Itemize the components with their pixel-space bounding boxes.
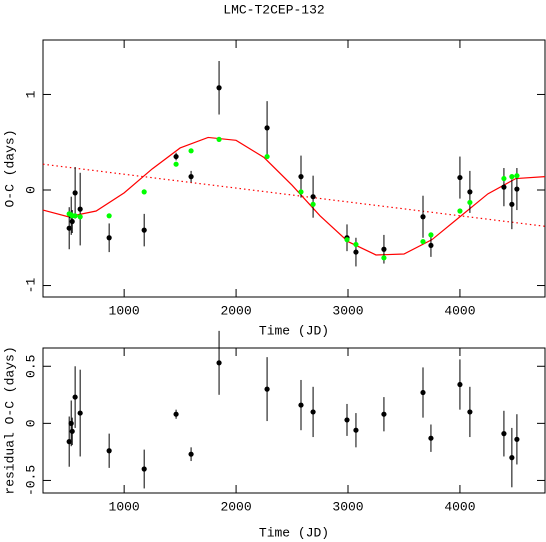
data-point bbox=[501, 431, 507, 437]
data-point bbox=[457, 381, 463, 388]
data-point bbox=[69, 218, 75, 225]
data-point bbox=[141, 466, 147, 472]
model-point bbox=[188, 148, 194, 154]
model-point bbox=[467, 199, 473, 206]
data-point bbox=[216, 360, 222, 366]
x-tick-label: 2000 bbox=[220, 499, 251, 514]
y-tick-label: -1 bbox=[23, 278, 38, 294]
frame bbox=[42, 39, 546, 298]
x-tick-label: 3000 bbox=[332, 303, 363, 318]
data-point bbox=[69, 428, 75, 434]
data-point bbox=[428, 242, 434, 249]
data-point bbox=[420, 389, 426, 396]
x-axis-label: Time (JD) bbox=[259, 323, 329, 338]
model-point bbox=[509, 174, 515, 180]
model-point bbox=[173, 161, 179, 167]
data-point bbox=[428, 435, 434, 441]
data-point bbox=[68, 420, 74, 426]
data-point bbox=[509, 455, 515, 461]
data-point bbox=[467, 409, 473, 415]
data-point bbox=[264, 386, 270, 392]
y-tick-label: -0.5 bbox=[23, 465, 38, 496]
model-point bbox=[344, 237, 350, 243]
data-point bbox=[501, 184, 507, 190]
x-tick-label: 1000 bbox=[109, 303, 140, 318]
data-point bbox=[514, 186, 520, 192]
model-point bbox=[514, 173, 520, 179]
data-point bbox=[264, 125, 270, 131]
data-point bbox=[77, 410, 83, 416]
model-point bbox=[310, 201, 316, 207]
data-point bbox=[310, 409, 316, 415]
x-tick-label: 4000 bbox=[444, 499, 475, 514]
model-point bbox=[381, 255, 387, 261]
data-point bbox=[188, 451, 194, 457]
data-point bbox=[141, 227, 147, 233]
data-point bbox=[467, 189, 473, 195]
y-tick-label: 0 bbox=[23, 419, 38, 427]
data-point bbox=[353, 427, 359, 433]
data-point bbox=[77, 206, 83, 212]
model-point bbox=[298, 189, 304, 195]
data-point bbox=[457, 174, 463, 181]
model-point bbox=[77, 214, 83, 220]
data-point bbox=[216, 85, 222, 91]
model-point bbox=[353, 241, 359, 248]
x-tick-label: 3000 bbox=[332, 499, 363, 514]
trend-line bbox=[42, 163, 546, 227]
data-point bbox=[173, 153, 179, 160]
data-point bbox=[173, 411, 179, 417]
y-axis-label: O-C (days) bbox=[2, 129, 17, 207]
model-point bbox=[106, 213, 112, 219]
data-point bbox=[66, 439, 72, 445]
model-point bbox=[420, 238, 426, 245]
frame bbox=[42, 347, 546, 494]
y-tick-label: 1 bbox=[23, 90, 38, 98]
data-point bbox=[381, 411, 387, 417]
data-point bbox=[72, 394, 78, 400]
data-point bbox=[514, 436, 520, 442]
chart-title: LMC-T2CEP-132 bbox=[223, 2, 324, 17]
model-point bbox=[501, 175, 507, 182]
y-tick-label: 0.5 bbox=[23, 355, 38, 378]
data-point bbox=[66, 225, 72, 231]
x-tick-label: 1000 bbox=[109, 499, 140, 514]
data-point bbox=[188, 174, 194, 180]
data-point bbox=[298, 174, 304, 180]
model-curve bbox=[42, 136, 546, 256]
model-point bbox=[457, 208, 463, 214]
model-point bbox=[141, 189, 147, 195]
x-tick-label: 4000 bbox=[444, 303, 475, 318]
model-point bbox=[264, 153, 270, 160]
data-point bbox=[381, 246, 387, 252]
x-tick-label: 2000 bbox=[220, 303, 251, 318]
y-tick-label: 0 bbox=[23, 186, 38, 194]
y-axis-label: residual O-C (days) bbox=[2, 346, 17, 494]
data-point bbox=[298, 402, 304, 408]
model-point bbox=[216, 136, 222, 142]
data-point bbox=[353, 249, 359, 255]
data-point bbox=[420, 214, 426, 220]
data-point bbox=[344, 417, 350, 423]
data-point bbox=[106, 448, 112, 454]
model-point bbox=[428, 232, 434, 238]
data-point bbox=[310, 194, 316, 200]
data-point bbox=[106, 235, 112, 241]
model-point bbox=[72, 213, 78, 219]
x-axis-label: Time (JD) bbox=[259, 525, 329, 540]
data-point bbox=[72, 190, 78, 196]
data-point bbox=[509, 201, 515, 207]
